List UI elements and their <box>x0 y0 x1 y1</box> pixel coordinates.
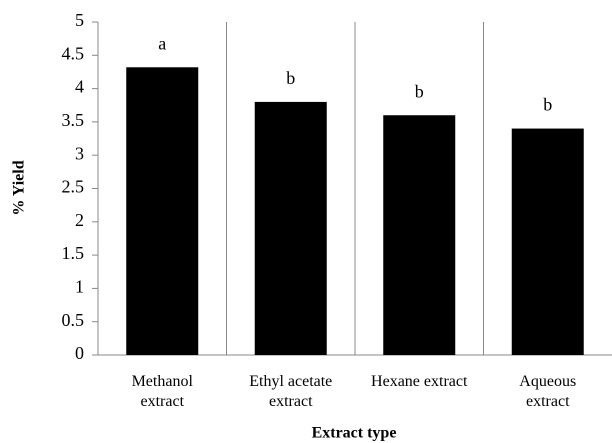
y-axis-title: % Yield <box>11 160 28 215</box>
bar <box>254 101 327 355</box>
y-tick-label: 2.5 <box>62 177 85 197</box>
y-tick-label: 5 <box>75 10 84 30</box>
y-tick-label: 1.5 <box>62 243 85 263</box>
y-tick-label: 3.5 <box>62 110 85 130</box>
x-tick-label: Aqueous extract <box>519 373 577 410</box>
x-tick-label: Ethyl acetate extract <box>249 373 333 410</box>
x-axis-title: Extract type <box>312 425 397 442</box>
bar <box>126 67 199 356</box>
x-tick-label: Hexane extract <box>371 373 468 390</box>
y-tick-label: 3 <box>75 143 84 163</box>
bar-annotation: a <box>158 33 166 53</box>
bar-annotation: b <box>415 81 424 101</box>
y-tick-label: 0 <box>75 343 84 363</box>
y-tick-label: 1 <box>75 277 84 297</box>
y-tick-label: 4.5 <box>62 43 85 63</box>
bar-annotation: b <box>543 95 552 115</box>
y-tick-label: 0.5 <box>62 310 85 330</box>
y-tick-label: 2 <box>75 210 84 230</box>
bar <box>383 115 456 356</box>
bar-annotation: b <box>286 68 295 88</box>
bar <box>511 128 584 355</box>
x-tick-label: Methanol extract <box>131 373 193 410</box>
y-tick-label: 4 <box>75 77 84 97</box>
